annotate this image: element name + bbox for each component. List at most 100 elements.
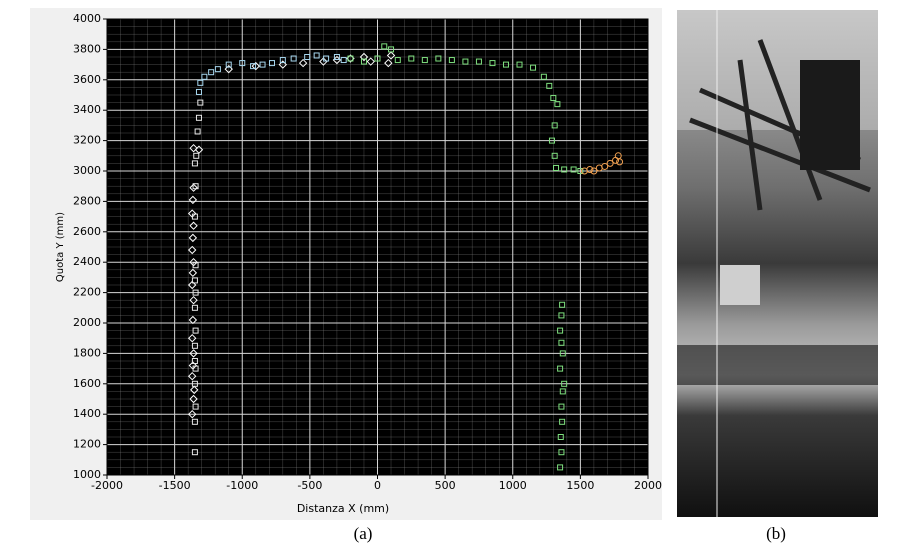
point: [279, 57, 286, 64]
point: [516, 61, 523, 68]
y-tick-label: 2400: [73, 255, 101, 268]
y-tick-label: 3200: [73, 134, 101, 147]
point: [360, 58, 367, 65]
point: [251, 61, 260, 71]
y-tick-label: 1600: [73, 377, 101, 390]
point: [193, 152, 200, 159]
point: [558, 339, 565, 346]
point: [195, 88, 202, 95]
photo: [677, 10, 878, 517]
point: [551, 152, 558, 159]
point: [558, 449, 565, 456]
point: [570, 166, 577, 173]
x-tick-label: 0: [374, 479, 381, 492]
point: [590, 167, 598, 175]
point: [191, 358, 198, 364]
point: [394, 57, 401, 64]
point: [188, 315, 198, 325]
point: [304, 54, 311, 60]
point: [298, 58, 308, 68]
x-tick-label: 1000: [499, 479, 527, 492]
y-tick-label: 3800: [73, 42, 101, 55]
caption: (b): [766, 524, 786, 543]
point: [191, 380, 198, 387]
point: [559, 301, 566, 308]
point: [191, 342, 198, 349]
point: [374, 55, 381, 62]
point: [278, 60, 288, 69]
point: [546, 82, 553, 89]
point: [475, 58, 482, 65]
plot-frame: [106, 18, 649, 476]
point: [188, 233, 198, 243]
point: [195, 114, 202, 121]
point: [192, 289, 199, 296]
point: [388, 46, 395, 53]
y-tick-label: 2200: [73, 286, 101, 299]
point: [550, 95, 557, 102]
y-tick-label: 3000: [73, 164, 101, 177]
x-tick-label: 1500: [566, 479, 594, 492]
point: [530, 64, 537, 71]
point: [601, 162, 609, 170]
point: [188, 268, 198, 278]
point: [551, 122, 558, 129]
point: [188, 195, 198, 205]
point: [561, 166, 568, 173]
point: [192, 183, 199, 190]
x-tick-label: 2000: [634, 479, 662, 492]
point: [225, 61, 232, 68]
point: [366, 57, 375, 66]
point: [313, 52, 320, 59]
point: [558, 403, 565, 410]
point: [577, 168, 584, 174]
point: [359, 52, 369, 62]
point: [188, 280, 197, 290]
point: [421, 57, 428, 64]
point: [194, 128, 201, 135]
y-tick-label: 2800: [73, 194, 101, 207]
point: [189, 349, 198, 358]
y-tick-label: 1800: [73, 346, 101, 359]
point: [586, 165, 594, 173]
point: [384, 58, 393, 68]
point: [319, 57, 328, 66]
x-tick-label: -2000: [91, 479, 123, 492]
point: [191, 304, 198, 311]
point: [269, 60, 276, 67]
point: [191, 449, 198, 456]
point: [462, 58, 469, 65]
point: [557, 434, 564, 440]
point: [197, 99, 204, 106]
point: [192, 262, 199, 269]
y-tick-label: 1200: [73, 438, 101, 451]
point: [188, 245, 197, 255]
chart: -2000 -1500 -1000 -500 0 500 1000 1500 2000 1000 1…: [73, 12, 662, 492]
point: [191, 277, 198, 284]
point: [189, 394, 198, 404]
point: [381, 43, 388, 50]
point: [188, 371, 197, 381]
point: [448, 57, 455, 64]
point: [489, 60, 496, 67]
caption: (a): [354, 524, 373, 543]
y-tick-label: 2000: [73, 316, 101, 329]
point: [197, 79, 204, 86]
point: [192, 327, 199, 334]
point: [408, 55, 415, 62]
point: [190, 385, 199, 395]
point: [558, 312, 565, 319]
point: [502, 61, 509, 68]
x-tick-label: -1500: [159, 479, 191, 492]
point: [192, 365, 199, 372]
point: [189, 221, 198, 230]
point: [559, 388, 566, 395]
point: [347, 55, 354, 62]
point: [290, 55, 297, 62]
point: [616, 158, 624, 166]
point: [554, 101, 561, 108]
y-tick-label: 1400: [73, 407, 101, 420]
point: [192, 403, 199, 410]
y-tick-label: 3400: [73, 103, 101, 116]
